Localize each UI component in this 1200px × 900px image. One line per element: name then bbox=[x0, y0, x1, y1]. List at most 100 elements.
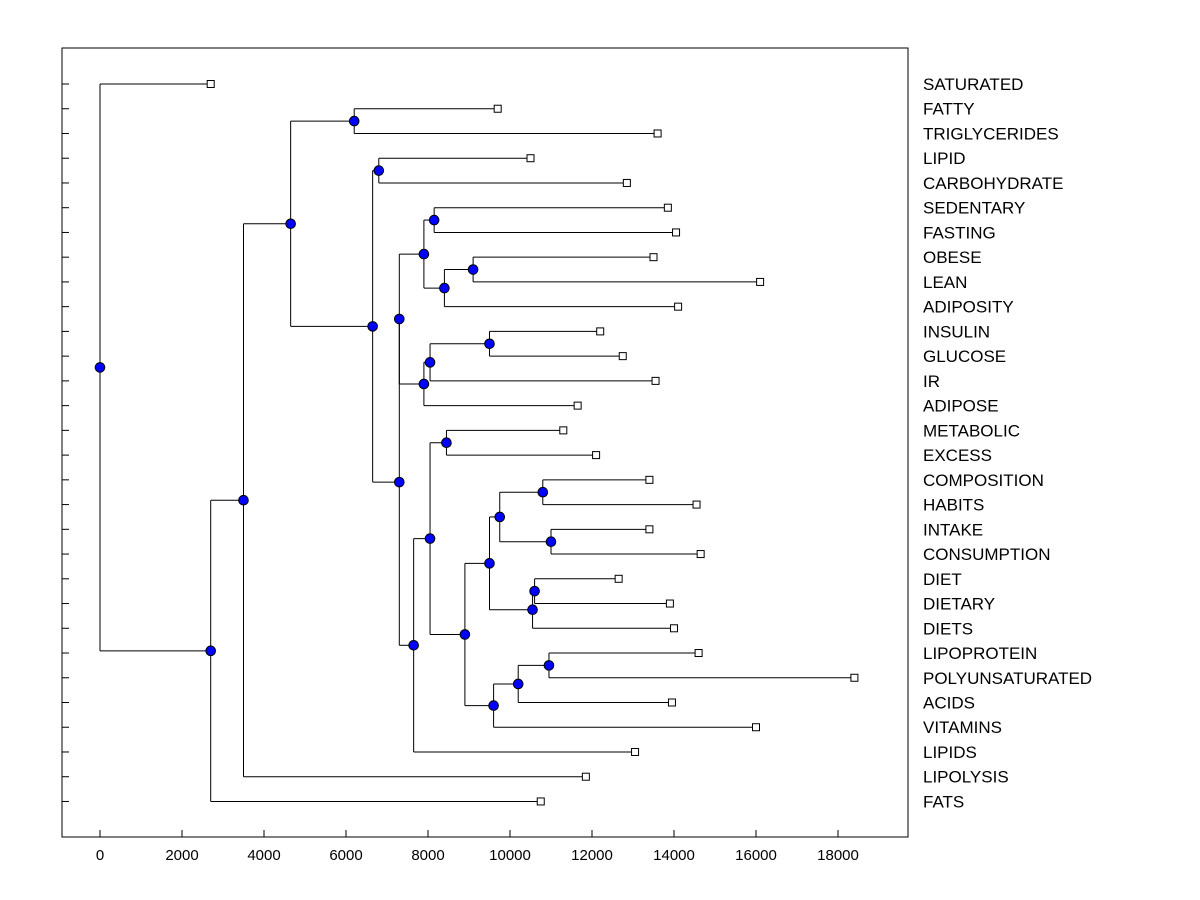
y-axis-ticks bbox=[62, 83, 69, 802]
leaf-marker bbox=[672, 228, 681, 237]
merge-node bbox=[467, 264, 479, 275]
leaf-marker bbox=[670, 624, 678, 633]
leaf-label: LIPOPROTEIN bbox=[923, 644, 1037, 663]
leaf-label: EXCESS bbox=[923, 446, 992, 465]
leaf-marker bbox=[756, 277, 765, 286]
leaf-label: ACIDS bbox=[923, 694, 975, 713]
leaf-marker bbox=[618, 352, 627, 361]
leaf-marker bbox=[653, 129, 662, 138]
leaf-marker bbox=[592, 451, 601, 460]
merge-node bbox=[367, 321, 378, 332]
leaf-marker bbox=[631, 747, 640, 756]
leaf-label: OBESE bbox=[923, 248, 982, 267]
merge-node bbox=[373, 165, 385, 176]
leaf-label: LIPID bbox=[923, 149, 966, 168]
leaf-marker bbox=[665, 599, 674, 608]
x-tick-label: 12000 bbox=[571, 847, 613, 864]
leaf-marker bbox=[645, 475, 654, 484]
x-axis: 0 2000 4000 6000 8000 10000 12000 14000 16000 180… bbox=[96, 830, 859, 864]
leaf-marker bbox=[667, 698, 676, 707]
leaf-marker bbox=[573, 401, 582, 410]
leaf-label: INTAKE bbox=[923, 520, 983, 539]
merge-node bbox=[205, 645, 216, 657]
merge-node bbox=[543, 660, 555, 671]
merge-node bbox=[418, 378, 430, 390]
x-tick-label: 6000 bbox=[329, 847, 362, 864]
merge-node bbox=[424, 357, 436, 368]
leaf-label: FATS bbox=[923, 792, 964, 811]
x-tick-label: 4000 bbox=[247, 847, 280, 864]
merge-node bbox=[545, 536, 557, 547]
leaf-label: SEDENTARY bbox=[923, 199, 1025, 218]
leaf-label: CARBOHYDRATE bbox=[923, 174, 1063, 193]
leaf-labels: SATURATED FATTY TRIGLYCERIDES LIPID CARBOHYD… bbox=[923, 75, 1092, 811]
x-tick-label: 8000 bbox=[411, 847, 444, 864]
merge-node bbox=[394, 476, 405, 488]
merge-node bbox=[529, 585, 540, 597]
merge-node bbox=[408, 639, 419, 651]
merge-node bbox=[238, 494, 249, 506]
leaf-marker bbox=[649, 253, 658, 262]
x-tick-label: 16000 bbox=[735, 847, 777, 864]
leaf-label: VITAMINS bbox=[923, 718, 1002, 737]
leaf-marker bbox=[752, 723, 760, 732]
leaf-label: HABITS bbox=[923, 496, 984, 515]
leaf-label: SATURATED bbox=[923, 75, 1023, 94]
leaf-marker bbox=[206, 80, 215, 88]
leaf-marker bbox=[622, 178, 631, 187]
merge-node bbox=[494, 511, 506, 523]
leaf-marker bbox=[645, 525, 654, 534]
leaf-marker bbox=[493, 104, 502, 113]
merge-node bbox=[424, 533, 436, 544]
merge-node bbox=[94, 362, 106, 373]
leaf-marker bbox=[850, 673, 859, 682]
leaf-label: IR bbox=[923, 372, 940, 391]
x-tick-label: 18000 bbox=[817, 847, 859, 864]
leaf-marker bbox=[614, 574, 623, 583]
leaf-marker bbox=[559, 426, 568, 435]
leaf-markers bbox=[206, 80, 859, 806]
leaf-marker bbox=[663, 203, 672, 212]
merge-node bbox=[488, 700, 499, 711]
leaf-label: DIETS bbox=[923, 619, 973, 638]
leaf-marker bbox=[581, 772, 590, 781]
merge-node bbox=[428, 214, 440, 226]
leaf-label: DIET bbox=[923, 570, 962, 589]
merge-node bbox=[512, 678, 524, 690]
merge-nodes bbox=[94, 115, 557, 711]
leaf-marker bbox=[696, 550, 705, 559]
leaf-label: COMPOSITION bbox=[923, 471, 1044, 490]
leaf-marker bbox=[536, 797, 545, 806]
leaf-label: POLYUNSATURATED bbox=[923, 669, 1092, 688]
merge-node bbox=[441, 437, 452, 449]
merge-node bbox=[527, 604, 538, 616]
x-tick-label: 2000 bbox=[165, 847, 198, 864]
plot-frame bbox=[61, 47, 909, 838]
leaf-label: INSULIN bbox=[923, 322, 990, 341]
dendrogram-links bbox=[99, 83, 855, 802]
merge-node bbox=[484, 558, 495, 569]
merge-node bbox=[348, 115, 360, 127]
x-tick-label: 0 bbox=[96, 847, 104, 864]
leaf-marker bbox=[596, 327, 605, 336]
merge-node bbox=[285, 218, 296, 230]
leaf-label: METABOLIC bbox=[923, 421, 1020, 440]
leaf-label: DIETARY bbox=[923, 595, 995, 614]
leaf-label: FATTY bbox=[923, 100, 975, 119]
leaf-label: LIPOLYSIS bbox=[923, 768, 1009, 787]
leaf-label: ADIPOSE bbox=[923, 397, 999, 416]
leaf-marker bbox=[694, 649, 703, 658]
leaf-marker bbox=[651, 376, 660, 385]
leaf-marker bbox=[674, 302, 683, 311]
merge-node bbox=[537, 486, 549, 498]
leaf-label: CONSUMPTION bbox=[923, 545, 1051, 564]
merge-node bbox=[484, 338, 495, 350]
x-tick-label: 10000 bbox=[489, 847, 531, 864]
leaf-label: GLUCOSE bbox=[923, 347, 1006, 366]
merge-node bbox=[439, 282, 450, 294]
merge-node bbox=[418, 248, 430, 260]
leaf-label: TRIGLYCERIDES bbox=[923, 124, 1059, 143]
leaf-label: FASTING bbox=[923, 223, 996, 242]
leaf-label: ADIPOSITY bbox=[923, 298, 1014, 317]
